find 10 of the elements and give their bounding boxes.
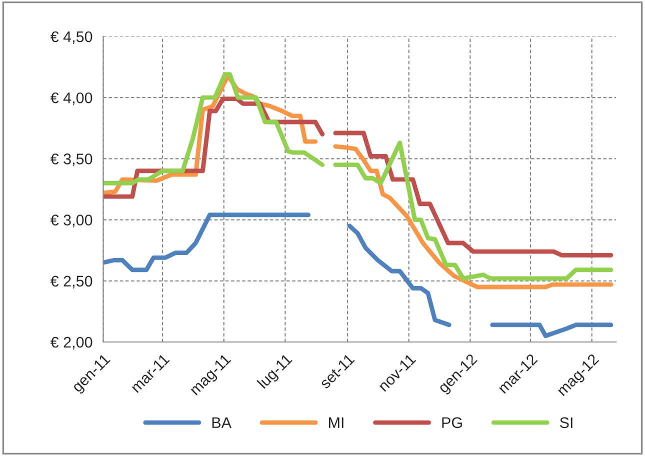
y-tick-label: € 2,50 <box>50 276 92 288</box>
legend-label: MI <box>329 417 344 428</box>
y-tick-label: € 4,00 <box>50 92 92 106</box>
legend-label: SI <box>560 417 572 428</box>
y-tick-label: € 4,50 <box>50 31 92 44</box>
y-tick-label: € 3,00 <box>50 214 92 228</box>
legend-label: PG <box>442 417 462 428</box>
y-tick-label: € 3,50 <box>50 154 92 166</box>
legend-label: BA <box>212 417 232 428</box>
y-tick-label: € 2,00 <box>50 336 92 350</box>
